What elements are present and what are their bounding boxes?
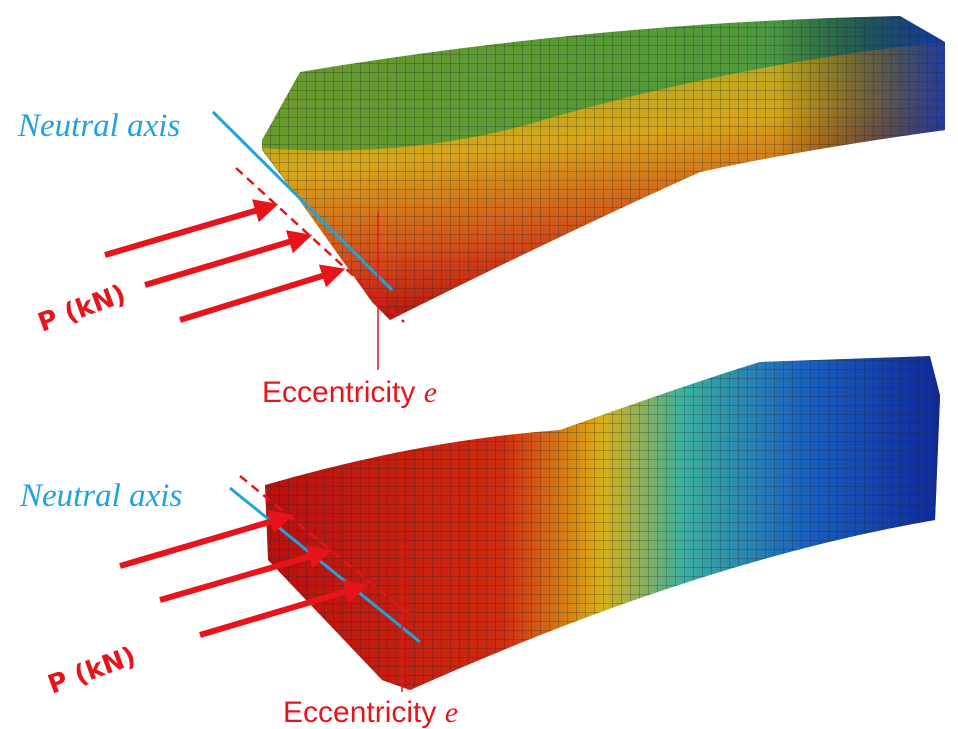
figure: Neutral axis P (kN) Eccentricity e Neutr… (0, 0, 958, 729)
eccentricity-symbol: e (445, 696, 458, 729)
eccentricity-symbol: e (424, 376, 437, 409)
neutral-axis-label: Neutral axis (19, 478, 182, 514)
top-model (262, 16, 945, 320)
load-label: P (kN) (44, 641, 140, 700)
eccentricity-text: Eccentricity (262, 376, 424, 409)
eccentricity-label: Eccentricity e (262, 376, 437, 409)
load-label: P (kN) (34, 279, 130, 338)
neutral-axis-label: Neutral axis (17, 108, 180, 144)
eccentricity-label: Eccentricity e (283, 696, 458, 729)
eccentricity-text: Eccentricity (283, 696, 445, 729)
